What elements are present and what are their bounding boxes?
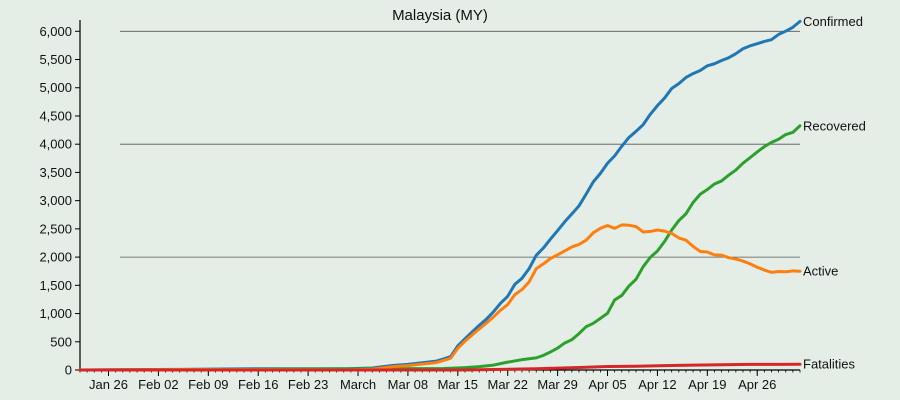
x-tick-label: Apr 05 xyxy=(588,377,626,392)
x-tick-label: Apr 19 xyxy=(688,377,726,392)
y-tick-label: 2,000 xyxy=(39,250,72,265)
x-tick-label: Mar 22 xyxy=(487,377,527,392)
series-label-recovered: Recovered xyxy=(803,118,866,133)
y-tick-label: 1,000 xyxy=(39,306,72,321)
x-tick-label: Feb 23 xyxy=(288,377,328,392)
series-label-active: Active xyxy=(803,264,838,279)
series-line-recovered xyxy=(78,124,802,372)
series-label-confirmed: Confirmed xyxy=(803,14,863,29)
series-labels: Confirmed Recovered Active Fatalities xyxy=(803,14,866,372)
y-tick-label: 1,500 xyxy=(39,278,72,293)
x-tick-label: Feb 09 xyxy=(188,377,228,392)
y-tick-label: 4,000 xyxy=(39,137,72,152)
y-tick-label: 0 xyxy=(65,363,72,378)
y-tick-label: 3,500 xyxy=(39,165,72,180)
series-line-confirmed xyxy=(78,19,802,372)
x-tick-label: Apr 12 xyxy=(638,377,676,392)
series-line-fatalities xyxy=(78,362,802,372)
x-tick-label: March xyxy=(340,377,376,392)
chart-title: Malaysia (MY) xyxy=(392,7,488,24)
series-line-active xyxy=(78,223,802,372)
y-tick-label: 6,000 xyxy=(39,24,72,39)
y-tick-label: 500 xyxy=(50,334,72,349)
x-tick-label: Feb 16 xyxy=(238,377,278,392)
y-tick-label: 5,000 xyxy=(39,80,72,95)
y-axis: 0 500 1,000 1,500 2,000 2,500 3,000 3,500 4,000 4… xyxy=(39,20,81,378)
gridlines xyxy=(120,30,800,258)
y-tick-label: 2,500 xyxy=(39,221,72,236)
y-tick-label: 5,500 xyxy=(39,52,72,67)
x-tick-label: Mar 08 xyxy=(388,377,428,392)
y-tick-label: 4,500 xyxy=(39,108,72,123)
x-tick-label: Apr 26 xyxy=(738,377,776,392)
x-tick-label: Mar 29 xyxy=(537,377,577,392)
y-tick-label: 3,000 xyxy=(39,193,72,208)
x-tick-label: Jan 26 xyxy=(89,377,128,392)
x-tick-label: Mar 15 xyxy=(438,377,478,392)
series-lines xyxy=(78,19,802,372)
series-label-fatalities: Fatalities xyxy=(803,357,856,372)
x-axis: Jan 26 Feb 02 Feb 09 Feb 16 Feb 23 March Mar 0… xyxy=(79,369,801,392)
x-tick-label: Feb 02 xyxy=(138,377,178,392)
